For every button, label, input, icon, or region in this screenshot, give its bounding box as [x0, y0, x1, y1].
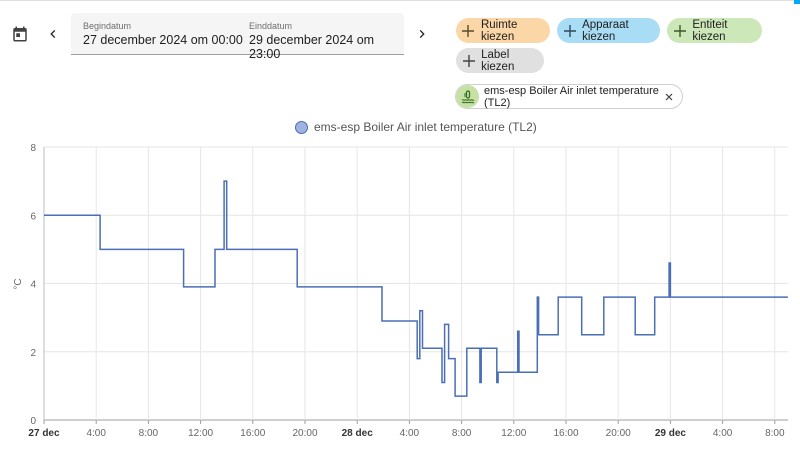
- date-range-picker[interactable]: Begindatum 27 december 2024 om 00:00 Ein…: [71, 13, 404, 61]
- x-tick-label: 16:00: [240, 428, 265, 439]
- end-date-value[interactable]: 29 december 2024 om 23:00: [249, 33, 375, 61]
- choose-entity-button[interactable]: Entiteit kiezen: [667, 18, 762, 43]
- calendar-button[interactable]: [7, 21, 33, 47]
- series-line-0: [44, 180, 788, 397]
- end-date-label: Einddatum: [249, 21, 293, 31]
- choose-label-label: Label kiezen: [481, 48, 515, 73]
- chevron-right-icon: [419, 30, 425, 38]
- x-tick-label: 8:00: [452, 428, 472, 439]
- choose-entity-label: Entiteit kiezen: [692, 18, 728, 43]
- close-icon: [665, 93, 673, 100]
- thermometer-water-icon: [456, 85, 479, 108]
- x-tick-label: 20:00: [606, 428, 631, 439]
- plus-icon: [563, 23, 576, 39]
- y-tick-label: 8: [30, 143, 36, 154]
- choose-label-button[interactable]: Label kiezen: [456, 48, 544, 73]
- legend-swatch: [295, 120, 308, 134]
- chart-series: [44, 180, 788, 397]
- start-date-value[interactable]: 27 december 2024 om 00:00: [83, 33, 243, 47]
- plus-icon: [462, 53, 475, 69]
- chart-legend[interactable]: ems-esp Boiler Air inlet temperature (TL…: [295, 120, 537, 134]
- y-axis-label: °C: [13, 278, 24, 289]
- top-accent: [794, 0, 800, 4]
- x-tick-label: 16:00: [553, 428, 578, 439]
- legend-label: ems-esp Boiler Air inlet temperature (TL…: [314, 120, 537, 134]
- x-tick-label: 20:00: [292, 428, 317, 439]
- choose-area-button[interactable]: Ruimte kiezen: [456, 18, 550, 43]
- x-tick-label: 28 dec: [342, 428, 374, 439]
- y-tick-label: 4: [30, 280, 36, 291]
- chart-grid: [43, 146, 788, 424]
- choose-device-label: Apparaat kiezen: [582, 18, 629, 43]
- x-tick-label: 29 dec: [655, 428, 687, 439]
- top-divider: [0, 0, 800, 1]
- next-period-button[interactable]: [411, 21, 433, 47]
- x-axis-ticks: 27 dec 4:00 8:00 12:00 16:00 20:00 28 dec 4:00 8…: [28, 428, 785, 439]
- choose-area-label: Ruimte kiezen: [480, 18, 518, 43]
- y-tick-label: 6: [30, 211, 36, 222]
- x-tick-label: 12:00: [501, 428, 526, 439]
- selected-entity-chip[interactable]: ems-esp Boiler Air inlet temperature (TL…: [455, 84, 683, 109]
- choose-device-button[interactable]: Apparaat kiezen: [557, 18, 660, 43]
- x-tick-label: 27 dec: [28, 428, 60, 439]
- plus-icon: [673, 23, 686, 39]
- start-date-label: Begindatum: [83, 21, 132, 31]
- x-tick-label: 4:00: [86, 428, 106, 439]
- calendar-icon: [13, 26, 27, 42]
- y-tick-label: 2: [30, 348, 36, 359]
- remove-entity-button[interactable]: [661, 89, 677, 105]
- previous-period-button[interactable]: [42, 21, 64, 47]
- y-tick-label: 0: [30, 416, 36, 427]
- chevron-left-icon: [50, 30, 56, 38]
- selected-entity-name: ems-esp Boiler Air inlet temperature (TL…: [484, 84, 659, 109]
- x-tick-label: 8:00: [139, 428, 159, 439]
- x-tick-label: 4:00: [713, 428, 733, 439]
- x-tick-label: 4:00: [400, 428, 420, 439]
- x-tick-label: 8:00: [765, 428, 785, 439]
- x-tick-label: 12:00: [188, 428, 213, 439]
- y-axis-ticks: 0 2 4 6 8: [30, 143, 36, 427]
- plus-icon: [462, 23, 475, 39]
